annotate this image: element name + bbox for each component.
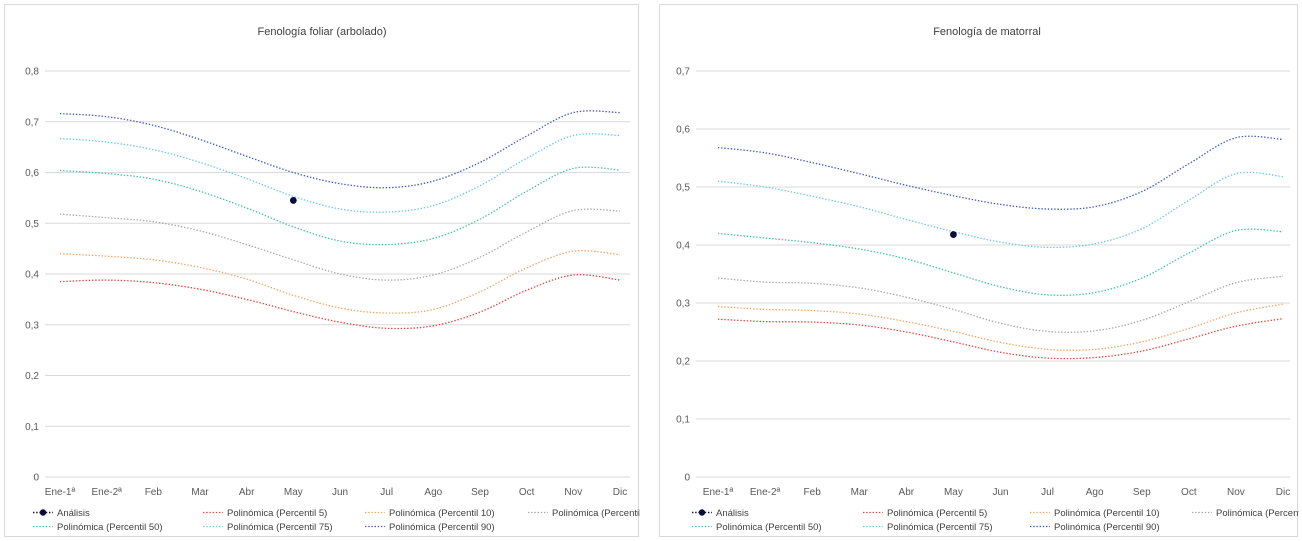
x-tick-label: Ene-2ª bbox=[91, 487, 122, 498]
x-tick-label: Jul bbox=[380, 487, 393, 498]
legend-label: Polinómica (Percentil 50) bbox=[716, 522, 822, 533]
chart-panel-matorral: Fenología de matorral 0 0,1 0,2 0,3 0,4 0,5 0,… bbox=[659, 4, 1299, 537]
legend-label: Polinómica (Percentil 90) bbox=[1054, 522, 1160, 533]
x-tick-label: Dic bbox=[1276, 487, 1290, 498]
series-line bbox=[717, 135, 1284, 210]
y-tick-label: 0,5 bbox=[676, 183, 690, 194]
series-line bbox=[59, 110, 621, 189]
y-tick-label: 0 bbox=[684, 473, 690, 484]
y-tick-label: 0,3 bbox=[676, 299, 690, 310]
x-tick-label: Nov bbox=[564, 487, 582, 498]
x-tick-label: Ene-1ª bbox=[45, 487, 76, 498]
x-tick-label: Abr bbox=[239, 487, 255, 498]
x-tick-label: Abr bbox=[899, 487, 915, 498]
x-tick-label: Dic bbox=[613, 487, 627, 498]
x-tick-label: Mar bbox=[851, 487, 869, 498]
x-tick-label: Feb bbox=[804, 487, 822, 498]
series-line bbox=[59, 250, 621, 314]
x-tick-label: Jun bbox=[992, 487, 1008, 498]
x-tick-label: Sep bbox=[471, 487, 489, 498]
legend-label: Polinómica (Percentil 90) bbox=[389, 522, 495, 533]
series-line bbox=[59, 274, 621, 330]
x-tick-label: Oct bbox=[1181, 487, 1197, 498]
x-tick-label: May bbox=[944, 487, 963, 498]
legend-label: Polinómica (Percentil 50) bbox=[57, 522, 163, 533]
y-tick-label: 0,7 bbox=[676, 67, 690, 78]
x-tick-label: Jul bbox=[1041, 487, 1054, 498]
chart-arbolado: Fenología foliar (arbolado) 0 0,1 0,2 0,3 0,… bbox=[25, 26, 640, 533]
legend-label: Polinómica (Percentil 75) bbox=[887, 522, 993, 533]
y-tick-label: 0,4 bbox=[25, 270, 39, 281]
legend-label: Polinómica (Percentil 5) bbox=[227, 508, 327, 519]
legend-label: Polinómica (Percentil 10) bbox=[389, 508, 495, 519]
y-tick-label: 0,7 bbox=[25, 117, 39, 128]
analysis-point bbox=[289, 197, 297, 204]
chart-title: Fenología foliar (arbolado) bbox=[257, 26, 386, 38]
y-tick-label: 0,6 bbox=[25, 168, 39, 179]
series-line bbox=[717, 303, 1284, 351]
y-tick-label: 0,5 bbox=[25, 219, 39, 230]
legend-label: Polinómica (Percentil 25) bbox=[1216, 508, 1299, 519]
x-tick-label: Ene-1ª bbox=[703, 487, 734, 498]
series-line bbox=[717, 318, 1284, 360]
y-tick-label: 0,8 bbox=[25, 67, 39, 78]
y-tick-label: 0,6 bbox=[676, 125, 690, 136]
x-tick-label: Feb bbox=[145, 487, 163, 498]
legend-marker bbox=[39, 509, 47, 516]
x-tick-label: Oct bbox=[519, 487, 535, 498]
x-tick-label: Ene-2ª bbox=[750, 487, 781, 498]
x-tick-label: Ago bbox=[1086, 487, 1104, 498]
y-tick-label: 0,2 bbox=[25, 371, 39, 382]
x-tick-label: Sep bbox=[1133, 487, 1151, 498]
analysis-point bbox=[950, 231, 957, 238]
y-tick-label: 0,1 bbox=[676, 415, 690, 426]
x-tick-label: Ago bbox=[424, 487, 442, 498]
y-tick-label: 0,4 bbox=[676, 241, 690, 252]
legend-marker bbox=[698, 509, 706, 516]
y-tick-label: 0,2 bbox=[676, 357, 690, 368]
series-line bbox=[59, 133, 621, 213]
chart-title: Fenología de matorral bbox=[933, 26, 1041, 38]
legend-label: Polinómica (Percentil 5) bbox=[887, 508, 987, 519]
chart-matorral: Fenología de matorral 0 0,1 0,2 0,3 0,4 0,5 0,… bbox=[676, 26, 1299, 533]
y-tick-label: 0,3 bbox=[25, 320, 39, 331]
legend-label: Análisis bbox=[716, 508, 749, 519]
chart-panel-arbolado: Fenología foliar (arbolado) 0 0,1 0,2 0,3 0,… bbox=[4, 4, 640, 537]
legend-label: Polinómica (Percentil 75) bbox=[227, 522, 333, 533]
series-line bbox=[59, 208, 621, 281]
x-tick-label: Nov bbox=[1227, 487, 1245, 498]
y-tick-label: 0 bbox=[33, 473, 39, 484]
series-line bbox=[59, 166, 621, 246]
x-tick-label: Mar bbox=[191, 487, 209, 498]
x-tick-label: May bbox=[284, 487, 303, 498]
series-line bbox=[717, 171, 1284, 249]
x-tick-label: Jun bbox=[332, 487, 348, 498]
legend-label: Polinómica (Percentil 25) bbox=[552, 508, 640, 519]
series-line bbox=[717, 228, 1284, 296]
legend-label: Polinómica (Percentil 10) bbox=[1054, 508, 1160, 519]
y-tick-label: 0,1 bbox=[25, 422, 39, 433]
series-line bbox=[717, 275, 1284, 333]
legend-label: Análisis bbox=[57, 508, 90, 519]
